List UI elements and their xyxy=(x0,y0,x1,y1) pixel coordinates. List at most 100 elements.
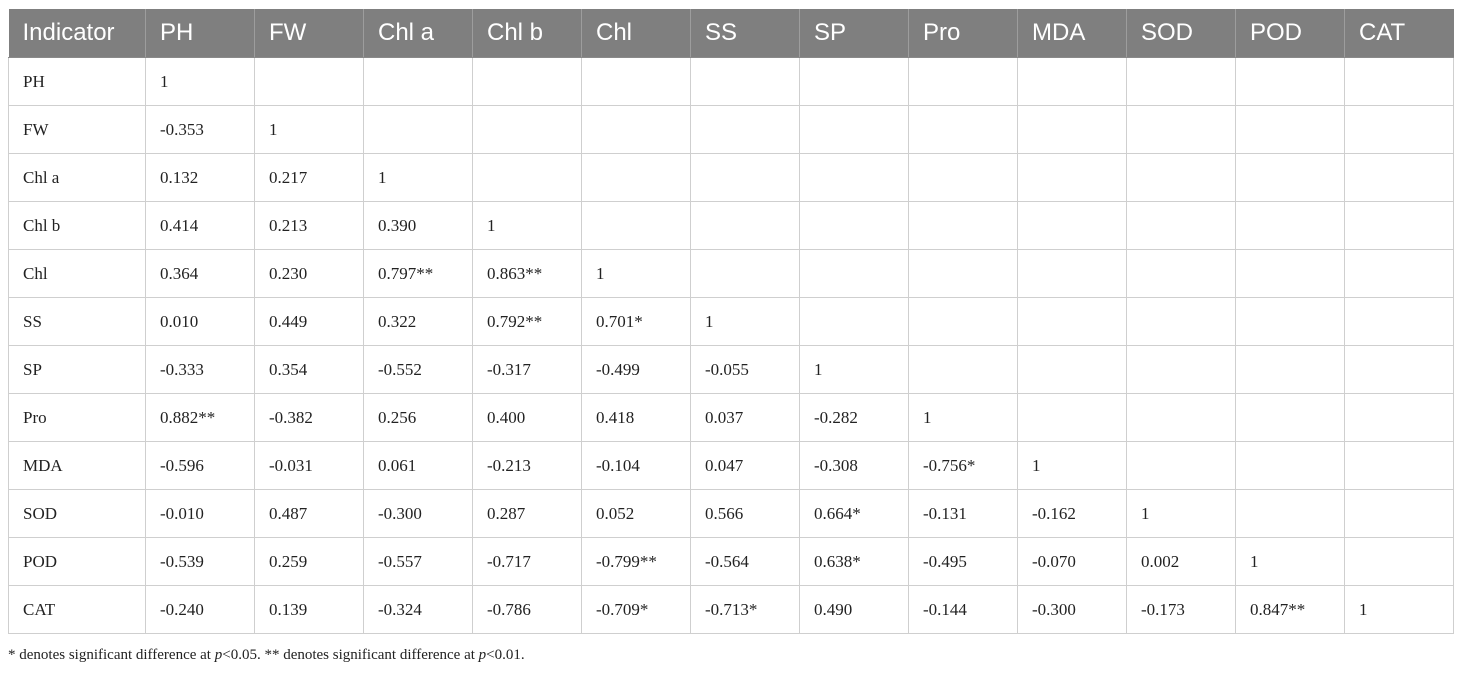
footnote-text-2: <0.05. ** denotes significant difference… xyxy=(222,647,479,663)
table-cell xyxy=(1126,441,1236,490)
column-header: CAT xyxy=(1344,9,1454,58)
footnote-text-3: <0.01. xyxy=(486,647,525,663)
footnote-text-1: * denotes significant difference at xyxy=(8,647,215,663)
table-cell: 0.566 xyxy=(690,489,800,538)
table-cell xyxy=(1344,105,1454,154)
table-cell xyxy=(908,153,1018,202)
table-cell: -0.539 xyxy=(145,537,255,586)
table-cell xyxy=(908,297,1018,346)
column-header: SP xyxy=(799,9,909,58)
table-cell: -0.308 xyxy=(799,441,909,490)
table-row: SP -0.333 0.354 -0.552 -0.317 -0.499 -0.055 1 xyxy=(8,345,1454,394)
table-cell: 0.364 xyxy=(145,249,255,298)
table-cell xyxy=(1017,201,1127,250)
table-cell xyxy=(908,105,1018,154)
table-cell: -0.031 xyxy=(254,441,364,490)
table-cell: -0.353 xyxy=(145,105,255,154)
table-cell: 0.047 xyxy=(690,441,800,490)
table-cell xyxy=(690,201,800,250)
table-cell: -0.162 xyxy=(1017,489,1127,538)
table-cell xyxy=(1235,441,1345,490)
table-cell: 1 xyxy=(1235,537,1345,586)
table-cell: 0.882** xyxy=(145,393,255,442)
row-label-cell: Chl b xyxy=(8,201,146,250)
table-cell: 1 xyxy=(254,105,364,154)
table-cell: 0.414 xyxy=(145,201,255,250)
table-cell xyxy=(1344,537,1454,586)
table-cell: 0.847** xyxy=(1235,585,1345,634)
table-cell xyxy=(799,201,909,250)
table-cell xyxy=(1235,297,1345,346)
table-cell: -0.324 xyxy=(363,585,473,634)
table-cell: 0.797** xyxy=(363,249,473,298)
table-cell: 0.487 xyxy=(254,489,364,538)
table-cell: 0.792** xyxy=(472,297,582,346)
table-cell xyxy=(1126,153,1236,202)
column-header: SOD xyxy=(1126,9,1236,58)
table-cell xyxy=(472,105,582,154)
table-cell xyxy=(1235,201,1345,250)
table-cell xyxy=(1344,441,1454,490)
table-cell: -0.552 xyxy=(363,345,473,394)
table-cell: 0.139 xyxy=(254,585,364,634)
table-cell: 1 xyxy=(145,57,255,106)
table-cell: -0.756* xyxy=(908,441,1018,490)
table-cell xyxy=(1235,105,1345,154)
table-row: FW -0.353 1 xyxy=(8,105,1454,154)
table-cell: 0.002 xyxy=(1126,537,1236,586)
table-row: SOD -0.010 0.487 -0.300 0.287 0.052 0.566 0.664… xyxy=(8,489,1454,538)
table-cell xyxy=(1344,297,1454,346)
table-cell: 0.490 xyxy=(799,585,909,634)
table-cell xyxy=(1017,153,1127,202)
column-header: Chl xyxy=(581,9,691,58)
table-cell xyxy=(1126,105,1236,154)
table-cell: -0.131 xyxy=(908,489,1018,538)
row-label-cell: MDA xyxy=(8,441,146,490)
table-cell: -0.010 xyxy=(145,489,255,538)
table-cell: 0.638* xyxy=(799,537,909,586)
row-label-cell: POD xyxy=(8,537,146,586)
table-cell xyxy=(1126,249,1236,298)
column-header: FW xyxy=(254,9,364,58)
table-cell xyxy=(1017,297,1127,346)
row-label-cell: Pro xyxy=(8,393,146,442)
table-cell xyxy=(1017,105,1127,154)
table-cell: -0.300 xyxy=(363,489,473,538)
table-cell: -0.499 xyxy=(581,345,691,394)
row-label-cell: Chl a xyxy=(8,153,146,202)
row-label-cell: SOD xyxy=(8,489,146,538)
table-cell: 1 xyxy=(581,249,691,298)
table-cell xyxy=(799,105,909,154)
table-body: PH 1 FW -0.353 1 Chl a 0.132 0.217 1 Chl b 0.414 0.… xyxy=(8,57,1454,634)
table-cell: -0.213 xyxy=(472,441,582,490)
table-row: POD -0.539 0.259 -0.557 -0.717 -0.799** -0.564… xyxy=(8,537,1454,586)
table-cell xyxy=(1235,489,1345,538)
column-header: Pro xyxy=(908,9,1018,58)
table-cell: 0.390 xyxy=(363,201,473,250)
table-cell: 1 xyxy=(472,201,582,250)
table-cell xyxy=(1344,345,1454,394)
table-cell xyxy=(1344,393,1454,442)
table-cell xyxy=(363,105,473,154)
table-cell: -0.382 xyxy=(254,393,364,442)
correlation-table: Indicator PH FW Chl a Chl b Chl SS SP Pro MDA SOD P… xyxy=(8,9,1454,634)
table-header: Indicator PH FW Chl a Chl b Chl SS SP Pro MDA SOD P… xyxy=(8,9,1454,58)
table-cell xyxy=(1126,57,1236,106)
table-cell xyxy=(254,57,364,106)
table-cell: -0.717 xyxy=(472,537,582,586)
table-cell: 1 xyxy=(1344,585,1454,634)
table-cell: 0.287 xyxy=(472,489,582,538)
table-cell: 0.213 xyxy=(254,201,364,250)
table-cell xyxy=(1126,393,1236,442)
table-cell xyxy=(1344,57,1454,106)
table-row: Chl 0.364 0.230 0.797** 0.863** 1 xyxy=(8,249,1454,298)
row-label-cell: PH xyxy=(8,57,146,106)
table-cell xyxy=(581,57,691,106)
table-cell xyxy=(1126,345,1236,394)
table-cell xyxy=(799,249,909,298)
table-cell xyxy=(1235,57,1345,106)
table-cell: 1 xyxy=(1017,441,1127,490)
table-cell xyxy=(1344,249,1454,298)
table-cell xyxy=(690,105,800,154)
header-row: Indicator PH FW Chl a Chl b Chl SS SP Pro MDA SOD P… xyxy=(8,9,1454,58)
